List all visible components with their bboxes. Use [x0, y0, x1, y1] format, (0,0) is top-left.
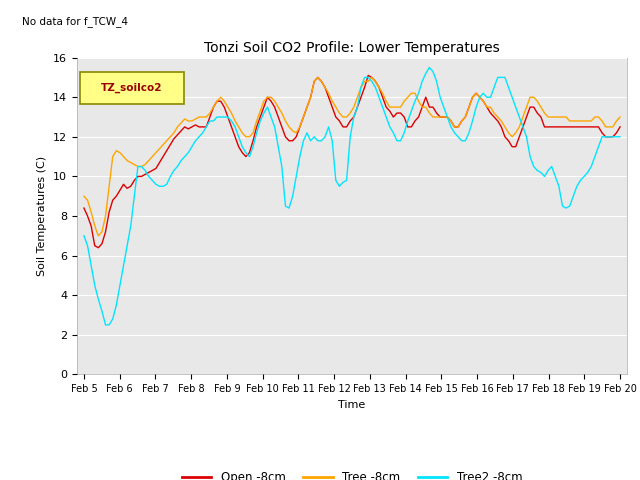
Text: No data for f_TCW_4: No data for f_TCW_4 [22, 16, 128, 27]
Title: Tonzi Soil CO2 Profile: Lower Temperatures: Tonzi Soil CO2 Profile: Lower Temperatur… [204, 41, 500, 55]
Legend: Open -8cm, Tree -8cm, Tree2 -8cm: Open -8cm, Tree -8cm, Tree2 -8cm [177, 467, 527, 480]
Y-axis label: Soil Temperatures (C): Soil Temperatures (C) [37, 156, 47, 276]
X-axis label: Time: Time [339, 400, 365, 409]
Text: TZ_soilco2: TZ_soilco2 [101, 83, 163, 93]
FancyBboxPatch shape [79, 72, 184, 104]
